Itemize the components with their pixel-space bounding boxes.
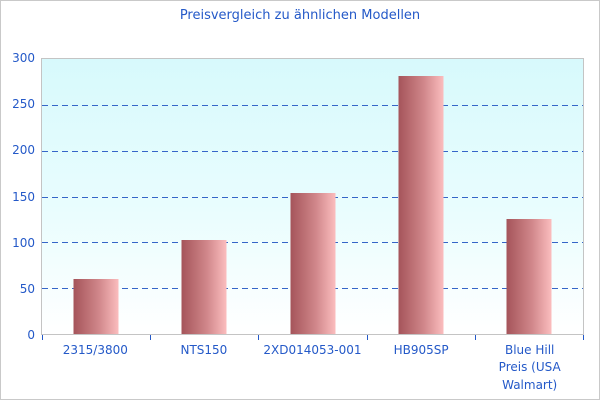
x-axis-label: NTS150 <box>180 343 228 357</box>
bar <box>290 192 335 334</box>
x-axis-labels: 2315/3800 NTS150 2XD014053-001 HB905SP Blue … <box>41 342 584 394</box>
x-axis-tick <box>42 335 43 340</box>
bar <box>506 218 552 334</box>
x-axis-tick <box>258 335 260 340</box>
y-axis-label: 150 <box>12 189 35 204</box>
x-axis-label: 2XD014053-001 <box>263 343 362 357</box>
x-axis-tick <box>583 335 584 340</box>
bar <box>73 279 119 334</box>
x-axis-tick <box>150 335 152 340</box>
y-axis-label: 300 <box>12 51 35 65</box>
gridline <box>42 150 583 152</box>
y-axis-label: 200 <box>12 143 35 158</box>
x-axis-label: HB905SP <box>393 343 449 357</box>
bar <box>181 239 227 334</box>
x-axis-label: Blue Hill Preis (USA Walmart) <box>498 343 561 392</box>
gridline <box>42 104 583 106</box>
x-axis-label: 2315/3800 <box>62 343 128 357</box>
y-axis-labels: 0 50 100 150 200 250 300 <box>1 51 35 342</box>
y-axis-label: 100 <box>12 235 35 250</box>
bar <box>398 76 444 334</box>
x-axis-tick <box>474 335 476 340</box>
y-axis-label: 250 <box>12 97 35 112</box>
y-axis-label: 50 <box>19 281 35 296</box>
x-axis-tick <box>366 335 368 340</box>
y-axis-label: 0 <box>27 328 35 342</box>
plot-area <box>41 58 584 340</box>
chart-title: Preisvergleich zu ähnlichen Modellen <box>179 8 421 23</box>
